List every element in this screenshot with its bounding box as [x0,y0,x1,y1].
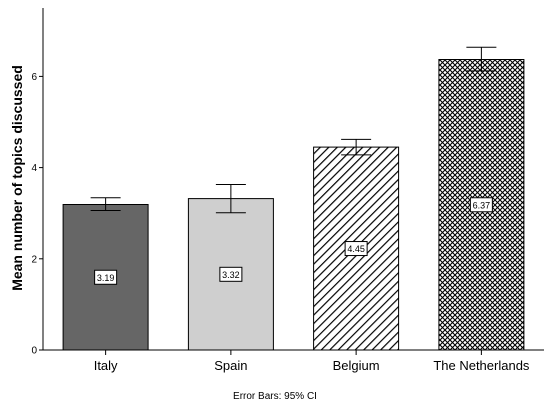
y-tick-label: 4 [31,163,37,174]
x-category-label: The Netherlands [433,358,530,373]
data-label-text: 4.45 [347,244,365,254]
data-label-text: 6.37 [473,200,491,210]
y-tick-label: 2 [31,254,37,265]
error-bars-layer [90,46,497,214]
x-categories-layer: Italy Spain Belgium The Netherlands [94,350,530,373]
bars-layer [62,59,525,351]
y-ticks-layer: 0 2 4 6 [31,72,43,357]
x-category-label: Belgium [333,358,380,373]
y-tick-label: 0 [31,346,37,357]
error-bar-the-netherlands [466,46,497,72]
error-bar-italy [90,197,121,211]
y-tick-label: 6 [31,72,37,83]
data-labels-layer: 3.19 3.32 4.45 6.37 [94,197,493,285]
data-label-text: 3.19 [97,273,115,283]
y-axis-label: Mean number of topics discussed [9,65,25,291]
error-bar-spain [215,183,246,214]
data-label-belgium: 4.45 [344,241,368,257]
x-category-label: Italy [94,358,118,373]
axes-layer [42,8,544,351]
data-label-spain: 3.32 [219,266,243,282]
error-bars-note: Error Bars: 95% CI [233,391,317,402]
error-bar-belgium [341,138,372,156]
data-label-italy: 3.19 [94,269,118,285]
data-label-text: 3.32 [222,270,240,280]
x-category-label: Spain [214,358,247,373]
data-label-the-netherlands: 6.37 [469,197,493,213]
